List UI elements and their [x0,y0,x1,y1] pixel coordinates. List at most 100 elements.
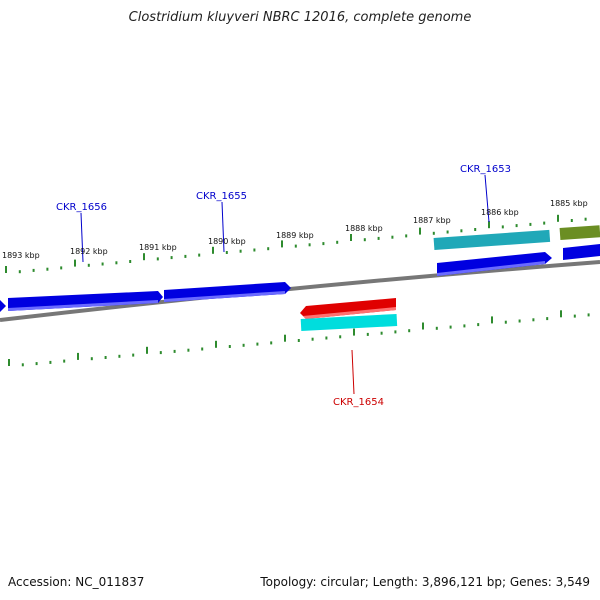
minor-tick [159,351,162,355]
major-tick [353,328,355,336]
minor-tick [49,360,52,364]
minor-tick [463,324,466,328]
minor-tick [239,249,242,253]
minor-tick [391,235,394,239]
gene-label-ckr-1656[interactable]: CKR_1656 [56,202,107,213]
minor-tick [115,261,118,265]
gene-arrow-right-edge[interactable] [563,244,600,260]
major-tick [488,221,490,229]
minor-tick [336,240,339,244]
minor-tick [543,221,546,225]
major-tick [77,352,79,360]
minor-tick [228,345,231,348]
major-tick [560,310,562,318]
reverse-genes [300,298,398,331]
minor-tick [518,319,521,323]
scale-label: 1888 kbp [345,224,383,233]
minor-tick [187,348,190,352]
upper-genes [433,225,600,250]
minor-tick [184,254,187,258]
major-tick [8,359,10,366]
gene-arrow-left-edge[interactable] [0,300,6,312]
minor-tick [270,341,273,345]
minor-tick [449,325,452,329]
minor-tick [297,339,300,342]
gene-box-olive[interactable] [559,225,600,240]
major-tick [419,227,421,235]
minor-tick [87,263,90,267]
scale-label: 1891 kbp [139,243,177,252]
scale-label: 1889 kbp [276,231,314,240]
minor-tick [380,331,383,335]
scale-label: 1893 kbp [2,251,40,260]
minor-tick [322,242,325,246]
minor-tick [446,230,449,234]
minor-tick [377,236,380,240]
minor-tick [435,326,438,330]
gene-label-ckr-1655[interactable]: CKR_1655 [196,191,247,202]
scale-label: 1885 kbp [550,199,588,208]
minor-tick [325,336,328,340]
gene-box-ckr-1653[interactable] [433,229,551,250]
minor-tick [21,363,24,367]
minor-tick [584,217,587,221]
outer-scale-track [5,214,587,274]
minor-tick [515,224,518,228]
inner-scale-track [8,310,590,367]
scale-labels: 1893 kbp 1892 kbp 1891 kbp 1890 kbp 1889… [2,199,588,260]
minor-tick [132,353,135,357]
major-tick [491,316,493,324]
genome-backbone [0,260,600,322]
minor-tick [308,243,311,247]
forward-gene-shading [8,261,545,311]
minor-tick [253,248,256,252]
major-tick [281,240,283,248]
map-title: Clostridium kluyveri NBRC 12016, complet… [128,10,472,25]
minor-tick [546,317,549,321]
minor-tick [242,343,245,347]
minor-tick [529,222,532,226]
minor-tick [532,318,535,322]
genome-summary-text: Topology: circular; Length: 3,896,121 bp… [260,575,590,589]
minor-tick [63,359,66,363]
gene-label-ckr-1654[interactable]: CKR_1654 [333,397,384,408]
minor-tick [32,268,35,272]
minor-tick [460,229,463,233]
major-tick [422,322,424,330]
major-tick [143,253,145,261]
gene-label-ckr-1653[interactable]: CKR_1653 [460,164,511,175]
minor-tick [294,244,297,248]
minor-tick [101,262,104,266]
minor-tick [129,260,132,263]
minor-tick [573,314,576,318]
minor-tick [173,349,176,353]
minor-tick [170,256,173,260]
minor-tick [366,332,369,336]
minor-tick [501,225,504,229]
minor-tick [35,362,38,366]
minor-tick [201,347,204,351]
minor-tick [118,354,121,358]
minor-tick [570,219,573,222]
gene-arrow-ckr-1654[interactable] [300,298,396,319]
minor-tick [587,313,590,317]
gene-box-ckr-1654[interactable] [300,313,398,331]
gene-labels: CKR_1656 CKR_1655 CKR_1653 CKR_1654 [56,164,511,408]
minor-tick [474,228,477,231]
minor-tick [90,357,93,361]
scale-label: 1886 kbp [481,208,519,217]
minor-tick [198,253,201,257]
major-tick [74,259,76,267]
major-tick [146,346,148,354]
minor-tick [18,270,21,274]
minor-tick [405,234,408,238]
major-tick [350,234,352,241]
major-tick [215,340,217,348]
minor-tick [504,320,507,324]
minor-tick [104,356,107,359]
gene-label-leaders [80,174,490,395]
minor-tick [46,267,49,271]
minor-tick [225,251,228,254]
